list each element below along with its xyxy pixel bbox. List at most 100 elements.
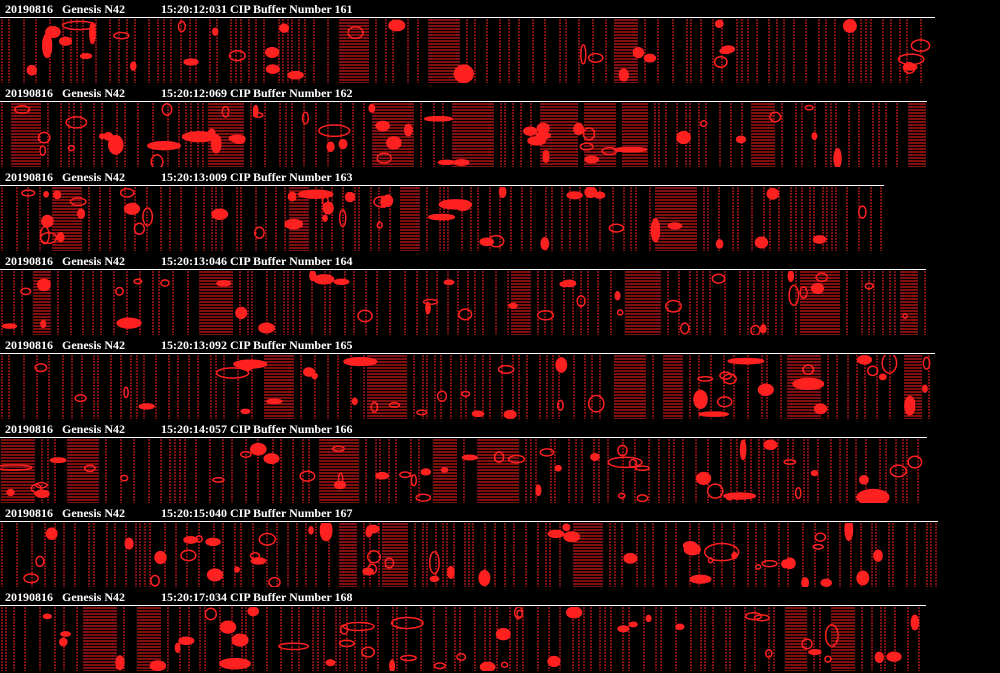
particle-blob xyxy=(907,455,923,469)
strip-date: 20190816 xyxy=(5,590,53,604)
particle-blob xyxy=(587,394,605,413)
particle-blob xyxy=(174,642,181,653)
particle-blob xyxy=(799,286,808,299)
particle-blob xyxy=(697,376,714,382)
particle-blob xyxy=(878,373,887,381)
particle-blob xyxy=(781,559,790,569)
particle-blob xyxy=(385,136,402,150)
strip-caption: 15:20:17:034 CIP Buffer Number 168 xyxy=(161,590,353,604)
particle-blob xyxy=(318,124,351,138)
particle-blob xyxy=(608,223,625,233)
particle-blob xyxy=(146,141,182,151)
strip-divider xyxy=(0,17,935,18)
particle-blob xyxy=(154,550,167,565)
strip-header: 20190816 Genesis N42 15:20:14:057 CIP Bu… xyxy=(0,420,1000,438)
particle-blob xyxy=(351,397,358,406)
particle-blob xyxy=(150,154,164,167)
particle-blob xyxy=(240,359,255,372)
particle-blob xyxy=(902,63,918,71)
particle-blob xyxy=(399,471,412,479)
strip-date: 20190816 xyxy=(5,254,53,268)
particle-blob xyxy=(508,454,526,464)
particle-blob xyxy=(301,111,310,125)
particle-image xyxy=(0,187,884,251)
particle-blob xyxy=(754,236,769,249)
particle-blob xyxy=(400,654,417,662)
particle-blob xyxy=(361,646,376,658)
particle-blob xyxy=(607,456,643,469)
strip-divider xyxy=(0,521,938,522)
particle-blob xyxy=(582,127,596,141)
particle-blob xyxy=(547,655,561,668)
particle-blob xyxy=(423,115,453,122)
particle-blob xyxy=(584,155,599,164)
particle-blob xyxy=(26,64,38,76)
strip-header: 20190816 Genesis N42 15:20:13:092 CIP Bu… xyxy=(0,336,1000,354)
particle-blob xyxy=(766,187,780,200)
particle-blob xyxy=(812,543,824,550)
particle-blob xyxy=(58,637,68,647)
particle-blob xyxy=(745,612,763,621)
particle-blob xyxy=(219,620,237,634)
particle-blob xyxy=(45,25,61,39)
particle-blob xyxy=(858,474,869,485)
buffer-strip: 20190816 Genesis N42 15:20:13:092 CIP Bu… xyxy=(0,336,1000,420)
particle-blob xyxy=(403,123,413,137)
particle-blob xyxy=(824,623,839,648)
particle-blob xyxy=(922,356,931,370)
particle-blob xyxy=(99,133,105,140)
particle-blob xyxy=(240,450,252,458)
particle-blob xyxy=(802,364,815,375)
particle-blob xyxy=(84,464,96,473)
particle-blob xyxy=(338,639,355,648)
particle-blob xyxy=(123,386,129,399)
particle-blob xyxy=(384,557,395,569)
particle-blob xyxy=(613,146,648,153)
particle-image xyxy=(0,103,927,167)
particle-blob xyxy=(308,525,314,535)
particle-blob xyxy=(614,291,621,301)
particle-blob xyxy=(703,542,740,562)
particle-blob xyxy=(410,474,418,487)
particle-blob xyxy=(35,555,45,568)
particle-blob xyxy=(757,383,774,396)
particle-blob xyxy=(792,377,825,391)
particle-blob xyxy=(133,278,143,285)
particle-blob xyxy=(634,465,650,472)
strip-divider xyxy=(0,605,926,606)
particle-blob xyxy=(617,492,626,499)
particle-blob xyxy=(278,642,310,651)
particle-blob xyxy=(133,222,146,235)
particle-blob xyxy=(60,631,72,637)
particle-blob xyxy=(440,467,449,473)
particle-blob xyxy=(231,633,249,647)
particle-blob xyxy=(138,403,155,410)
particle-blob xyxy=(788,284,800,306)
strip-probe: Genesis N42 xyxy=(62,338,125,352)
particle-blob xyxy=(695,471,712,486)
particle-blob xyxy=(219,657,251,670)
particle-blob xyxy=(45,527,58,541)
particle-blob xyxy=(902,313,908,320)
particle-blob xyxy=(536,122,550,134)
particle-blob xyxy=(458,308,473,321)
particle-blob xyxy=(216,280,232,287)
particle-blob xyxy=(180,549,197,562)
strip-header: 20190816 Genesis N42 15:20:17:034 CIP Bu… xyxy=(0,588,1000,606)
particle-blob xyxy=(693,389,708,410)
particle-blob xyxy=(453,64,474,83)
particle-blob xyxy=(42,613,52,620)
particle-blob xyxy=(425,301,431,315)
particle-blob xyxy=(735,135,747,144)
particle-blob xyxy=(303,367,315,377)
particle-blob xyxy=(228,134,246,143)
particle-blob xyxy=(265,398,283,405)
particle-blob xyxy=(365,527,373,538)
particle-blob xyxy=(39,226,50,245)
strip-header: 20190816 Genesis N42 15:20:13:046 CIP Bu… xyxy=(0,252,1000,270)
particle-blob xyxy=(493,451,505,464)
particle-blob xyxy=(373,195,391,208)
particle-blob xyxy=(297,189,334,199)
particle-blob xyxy=(235,306,248,320)
particle-blob xyxy=(889,464,907,478)
